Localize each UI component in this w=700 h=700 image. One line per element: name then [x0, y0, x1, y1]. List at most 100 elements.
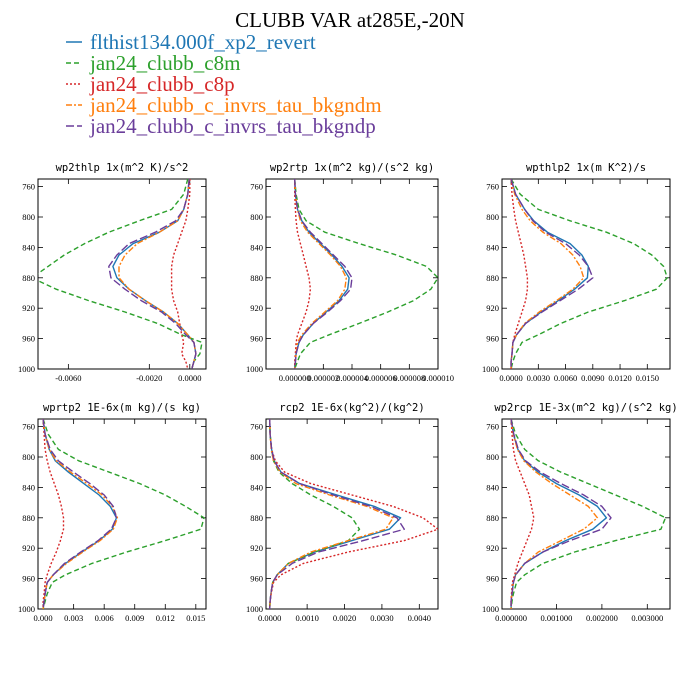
- series-line: [294, 179, 353, 369]
- panel-title: wp2thlp 1x(m^2 K)/s^2: [56, 162, 189, 174]
- y-tick-label: 920: [22, 543, 35, 553]
- y-tick-label: 920: [250, 303, 263, 313]
- x-tick-label: 0.001000: [541, 613, 573, 623]
- y-tick-label: 800: [250, 452, 263, 462]
- y-tick-label: 800: [250, 212, 263, 222]
- y-tick-label: 920: [22, 303, 35, 313]
- x-tick-label: 0.000004: [336, 373, 369, 383]
- figure-title: CLUBB VAR at285E,-20N: [235, 8, 465, 32]
- x-tick-label: 0.0000: [178, 373, 201, 383]
- series-line: [269, 419, 438, 609]
- y-tick-label: 920: [486, 303, 499, 313]
- series-line: [510, 179, 585, 369]
- series-line: [510, 179, 589, 369]
- y-tick-label: 920: [250, 543, 263, 553]
- series-line: [510, 179, 594, 369]
- x-tick-label: 0.0020: [333, 613, 356, 623]
- legend-label-2: jan24_clubb_c8m: [89, 51, 240, 75]
- legend: flthist134.000f_xp2_revert jan24_clubb_c…: [66, 30, 382, 138]
- x-tick-label: -0.0060: [55, 373, 81, 383]
- y-tick-label: 1000: [246, 604, 263, 614]
- x-tick-label: 0.0000: [258, 613, 281, 623]
- y-tick-label: 880: [486, 273, 499, 283]
- x-tick-label: 0.0000: [499, 373, 522, 383]
- series-line: [42, 419, 118, 609]
- panel-title: wpthlp2 1x(m K^2)/s: [526, 162, 646, 174]
- x-tick-label: 0.0090: [581, 373, 604, 383]
- panel-title: rcp2 1E-6x(kg^2)/(kg^2): [279, 402, 424, 414]
- y-tick-label: 960: [486, 574, 499, 584]
- legend-label-3: jan24_clubb_c8p: [89, 72, 235, 96]
- x-tick-label: 0.0060: [554, 373, 577, 383]
- series-line: [294, 179, 438, 369]
- series-line: [294, 179, 312, 369]
- series-line: [510, 419, 667, 609]
- x-tick-label: 0.015: [186, 613, 205, 623]
- x-tick-label: 0.000: [34, 613, 53, 623]
- y-tick-label: 880: [250, 273, 263, 283]
- x-tick-label: 0.0120: [608, 373, 631, 383]
- panel-1: wp2thlp 1x(m^2 K)/s^2 760 800 840 880 920 960 1…: [18, 162, 207, 383]
- series-line: [510, 419, 535, 609]
- panel-3: wpthlp2 1x(m K^2)/s 760 800 840 880 920 960 100…: [482, 162, 671, 383]
- x-tick-label: 0.000010: [422, 373, 454, 383]
- series-group: [269, 419, 438, 609]
- y-tick-label: 800: [486, 212, 499, 222]
- y-tick-label: 760: [22, 422, 35, 432]
- series-line: [42, 419, 118, 609]
- legend-label-1: flthist134.000f_xp2_revert: [90, 30, 316, 54]
- series-line: [510, 419, 612, 609]
- x-tick-label: 0.000000: [279, 373, 311, 383]
- y-tick-label: 760: [250, 422, 263, 432]
- y-tick-label: 960: [250, 574, 263, 584]
- series-line: [510, 419, 599, 609]
- y-tick-label: 1000: [482, 604, 499, 614]
- legend-label-4: jan24_clubb_c_invrs_tau_bkgndm: [89, 93, 382, 117]
- y-tick-label: 1000: [18, 604, 35, 614]
- x-tick-label: 0.0030: [370, 613, 393, 623]
- x-tick-label: 0.002000: [586, 613, 618, 623]
- series-line: [269, 419, 361, 609]
- panel-2: wp2rtp 1x(m^2 kg)/(s^2 kg) 760 800 840 880 92…: [246, 162, 454, 383]
- series-line: [294, 179, 350, 369]
- series-line: [269, 419, 405, 609]
- y-tick-label: 800: [486, 452, 499, 462]
- y-tick-label: 1000: [18, 364, 35, 374]
- y-tick-label: 1000: [246, 364, 263, 374]
- series-group: [42, 419, 205, 609]
- series-line: [510, 419, 608, 609]
- y-tick-label: 800: [22, 452, 35, 462]
- series-line: [294, 179, 347, 369]
- plot-frame: [37, 418, 207, 610]
- y-tick-label: 840: [486, 242, 499, 252]
- y-tick-label: 760: [250, 182, 263, 192]
- y-tick-label: 840: [22, 242, 35, 252]
- x-tick-label: 0.0010: [295, 613, 318, 623]
- legend-label-5: jan24_clubb_c_invrs_tau_bkgndp: [89, 114, 376, 138]
- plot-frame: [501, 178, 671, 370]
- x-tick-label: 0.0030: [527, 373, 550, 383]
- y-tick-label: 840: [250, 482, 263, 492]
- panel-title: wp2rcp 1E-3x(m^2 kg)/(s^2 kg): [494, 402, 677, 414]
- y-tick-label: 880: [22, 513, 35, 523]
- x-tick-label: 0.000002: [307, 373, 339, 383]
- x-tick-label: 0.009: [125, 613, 144, 623]
- y-tick-label: 960: [250, 334, 263, 344]
- panel-6: wp2rcp 1E-3x(m^2 kg)/(s^2 kg) 760 800 840 88…: [482, 402, 678, 623]
- x-tick-label: -0.0020: [136, 373, 162, 383]
- y-tick-label: 760: [486, 182, 499, 192]
- plot-frame: [501, 418, 671, 610]
- series-group: [510, 419, 667, 609]
- y-tick-label: 760: [22, 182, 35, 192]
- y-tick-label: 960: [486, 334, 499, 344]
- series-line: [42, 419, 205, 609]
- x-tick-label: 0.000000: [495, 613, 527, 623]
- x-tick-label: 0.003000: [631, 613, 663, 623]
- y-tick-label: 800: [22, 212, 35, 222]
- y-tick-label: 960: [22, 334, 35, 344]
- y-tick-label: 1000: [482, 364, 499, 374]
- series-line: [510, 179, 668, 369]
- series-line: [170, 179, 191, 369]
- y-tick-label: 880: [486, 513, 499, 523]
